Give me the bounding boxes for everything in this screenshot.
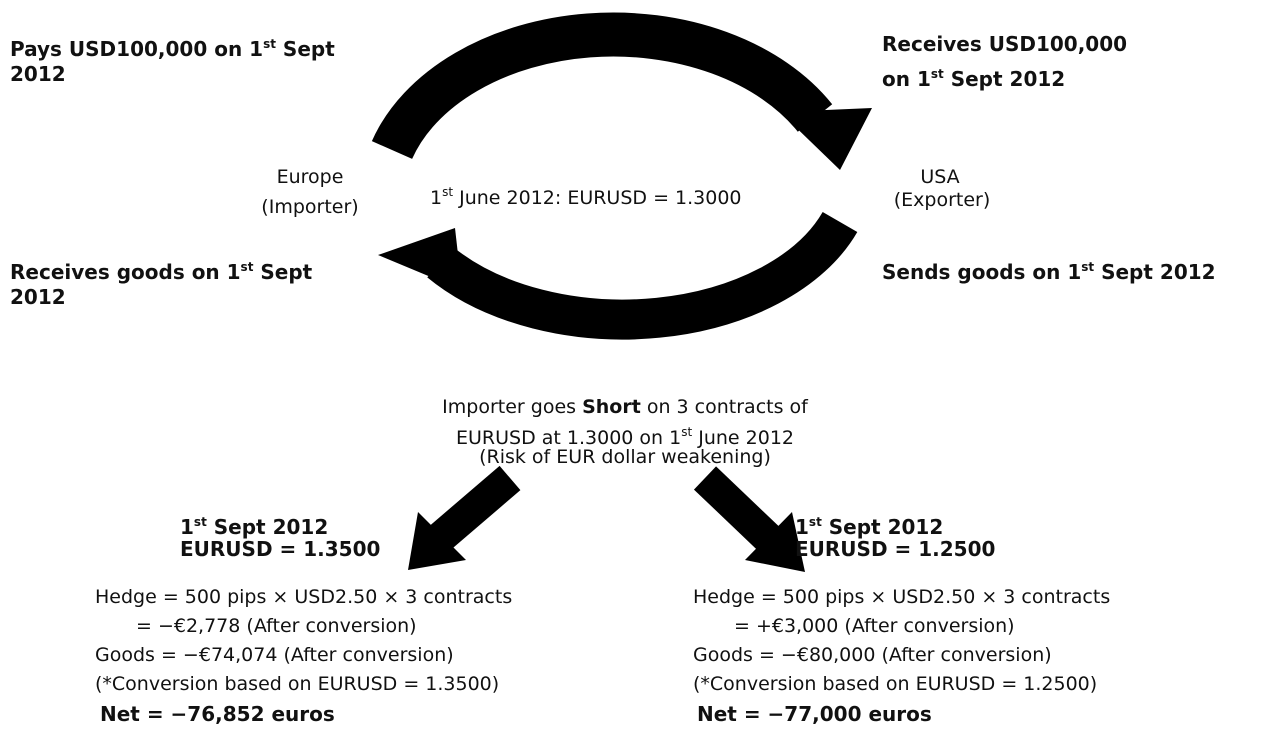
text-part: 1 bbox=[430, 187, 443, 209]
text-part: (Risk of EUR dollar weakening) bbox=[479, 446, 771, 468]
text-part: st bbox=[930, 67, 944, 81]
text-part: Sept bbox=[253, 260, 313, 284]
scenario-line: (*Conversion based on EURUSD = 1.3500) bbox=[95, 673, 500, 695]
text-part: Importer goes bbox=[442, 396, 583, 418]
text-part: EURUSD at 1.3000 on 1 bbox=[456, 427, 682, 449]
text-part: June 2012: EURUSD = 1.3000 bbox=[453, 187, 742, 209]
scenario-line: = +€3,000 (After conversion) bbox=[734, 615, 1015, 637]
left-arrow-shaft bbox=[429, 465, 521, 551]
receives-usd-label: on 1st Sept 2012 bbox=[882, 62, 1065, 91]
scenario-line: Hedge = 500 pips × USD2.50 × 3 contracts bbox=[693, 586, 1111, 608]
text-part: Sends goods on 1 bbox=[882, 260, 1082, 284]
node-label: Europe bbox=[276, 166, 344, 188]
text-part: st bbox=[1081, 260, 1095, 274]
right-arrow-shaft bbox=[693, 466, 782, 552]
receives-usd-label: Receives USD100,000 bbox=[882, 32, 1127, 56]
text-part: Short bbox=[582, 396, 641, 418]
text-part: 2012 bbox=[10, 285, 66, 309]
scenario-net: Net = −77,000 euros bbox=[697, 702, 932, 726]
text-part: June 2012 bbox=[692, 427, 794, 449]
text-part: st bbox=[240, 260, 254, 274]
hedge-note: EURUSD at 1.3000 on 1st June 2012 bbox=[456, 420, 794, 450]
scenario-line: Goods = −€74,074 (After conversion) bbox=[95, 644, 454, 666]
sends-goods-label: Sends goods on 1st Sept 2012 bbox=[882, 255, 1216, 284]
scenario-line: Hedge = 500 pips × USD2.50 × 3 contracts bbox=[95, 586, 513, 608]
scenario-date: 1st Sept 2012 bbox=[795, 510, 943, 539]
hedge-note: (Risk of EUR dollar weakening) bbox=[479, 445, 771, 469]
text-part: st bbox=[808, 515, 822, 529]
top-arc bbox=[371, 12, 833, 160]
text-part: st bbox=[263, 37, 276, 51]
text-part: Sept bbox=[275, 37, 335, 61]
bottom-arc bbox=[427, 211, 858, 340]
text-part: st bbox=[442, 185, 454, 199]
right-arrow-head bbox=[745, 512, 805, 572]
scenario-rate: EURUSD = 1.3500 bbox=[180, 537, 381, 561]
node-label: (Exporter) bbox=[893, 189, 991, 211]
pays-label: 2012 bbox=[10, 62, 66, 86]
scenario-net: Net = −76,852 euros bbox=[100, 702, 335, 726]
text-part: Sept 2012 bbox=[1094, 260, 1216, 284]
bottom-arrowhead bbox=[378, 228, 462, 290]
text-part: Sept 2012 bbox=[821, 515, 944, 539]
text-part: on 3 contracts of bbox=[640, 396, 808, 418]
receives-goods-label: Receives goods on 1st Sept bbox=[10, 255, 312, 284]
text-part: 1 bbox=[180, 515, 194, 539]
left-arrow-head bbox=[408, 512, 466, 570]
text-part: on 1 bbox=[882, 67, 931, 91]
text-part: Receives goods on 1 bbox=[10, 260, 241, 284]
text-part: Pays USD100,000 on 1 bbox=[10, 37, 264, 61]
receives-goods-label: 2012 bbox=[10, 285, 66, 309]
text-part: st bbox=[681, 425, 693, 439]
text-part: 1 bbox=[795, 515, 809, 539]
top-arrowhead bbox=[780, 108, 872, 170]
scenario-date: 1st Sept 2012 bbox=[180, 510, 328, 539]
node-label: (Importer) bbox=[261, 196, 359, 218]
text-part: Sept 2012 bbox=[943, 67, 1066, 91]
text-part: 2012 bbox=[10, 62, 66, 86]
text-part: Sept 2012 bbox=[206, 515, 329, 539]
center-label: 1st June 2012: EURUSD = 1.3000 bbox=[430, 180, 742, 210]
pays-label: Pays USD100,000 on 1st Sept bbox=[10, 32, 335, 61]
text-part: st bbox=[193, 515, 207, 529]
hedge-note: Importer goes Short on 3 contracts of bbox=[442, 395, 808, 419]
scenario-rate: EURUSD = 1.2500 bbox=[795, 537, 996, 561]
scenario-line: Goods = −€80,000 (After conversion) bbox=[693, 644, 1052, 666]
scenario-line: = −€2,778 (After conversion) bbox=[136, 615, 417, 637]
node-label: USA bbox=[920, 166, 960, 188]
text-part: Receives USD100,000 bbox=[882, 32, 1128, 56]
scenario-line: (*Conversion based on EURUSD = 1.2500) bbox=[693, 673, 1098, 695]
